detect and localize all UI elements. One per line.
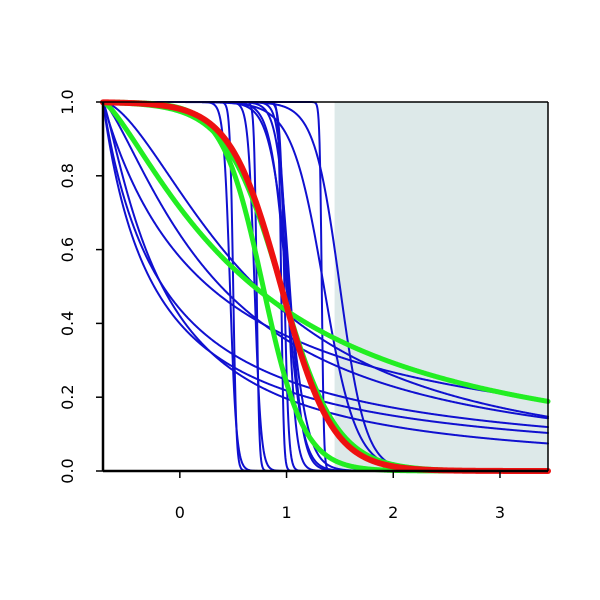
series-line-blue-13 bbox=[102, 101, 549, 402]
series-line-blue-14 bbox=[102, 101, 549, 434]
x-tick-label: 2 bbox=[388, 503, 398, 522]
y-tick-label: 0.2 bbox=[58, 384, 77, 409]
y-tick-label: 0.8 bbox=[58, 163, 77, 188]
series-line-blue-17 bbox=[102, 101, 549, 420]
y-tick-label: 0.6 bbox=[58, 237, 77, 262]
y-tick-label: 1.0 bbox=[58, 89, 77, 114]
series-line-green-21 bbox=[100, 99, 551, 404]
x-tick-label: 1 bbox=[281, 503, 291, 522]
y-tick-label: 0.0 bbox=[58, 458, 77, 483]
series-line-blue-18 bbox=[102, 101, 549, 418]
series-line-blue-15 bbox=[102, 101, 549, 429]
axes-layer: 0 1 2 3 0.0 0.2 0.4 0.6 0.8 1.0 bbox=[58, 89, 549, 522]
y-tick-label: 0.4 bbox=[58, 311, 77, 336]
x-tick-label: 3 bbox=[495, 503, 505, 522]
x-tick-label: 0 bbox=[175, 503, 185, 522]
